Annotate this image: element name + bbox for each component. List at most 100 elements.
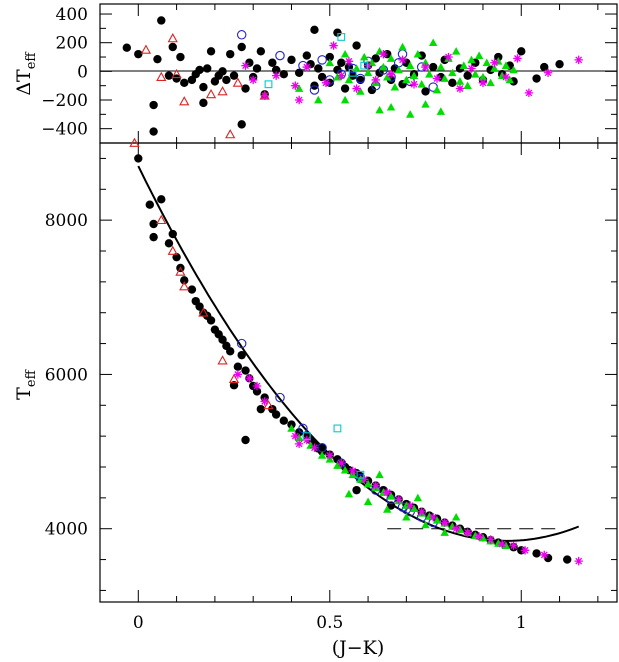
teff-open-square-point xyxy=(356,470,365,479)
residual-filled-triangle-point xyxy=(333,72,342,81)
teff-filled-triangle-point xyxy=(363,497,373,506)
residual-asterisk-point xyxy=(302,62,311,72)
residual-filled-circle-point xyxy=(241,84,250,93)
residual-y-axis-label: ΔTeff xyxy=(13,51,39,96)
teff-filled-triangle-point xyxy=(440,528,449,536)
residual-filled-circle-point xyxy=(310,25,319,34)
residual-asterisk-point xyxy=(248,75,258,85)
residual-open-square-point xyxy=(348,68,357,77)
residual-filled-triangle-point xyxy=(455,77,465,85)
residual-filled-circle-point xyxy=(122,43,132,52)
residual-filled-circle-point xyxy=(180,78,189,88)
residual-filled-circle-point xyxy=(371,54,380,63)
residual-filled-circle-point xyxy=(333,28,342,37)
residual-open-circle-point xyxy=(309,85,320,95)
teff-filled-circle-point xyxy=(206,316,216,325)
residual-filled-circle-point xyxy=(237,42,246,52)
residual-asterisk-point xyxy=(432,74,442,83)
residual-open-square-point xyxy=(264,80,273,89)
teff-open-triangle-point xyxy=(156,214,167,225)
residual-asterisk-point xyxy=(421,62,430,72)
residual-filled-triangle-point xyxy=(440,74,449,82)
teff-open-circle-point xyxy=(275,392,285,403)
residual-filled-circle-point xyxy=(199,98,208,108)
residual-filled-triangle-point xyxy=(406,110,415,118)
residual-asterisk-point xyxy=(490,58,499,67)
residual-y-tick-label: 400 xyxy=(56,5,88,25)
residual-filled-circle-point xyxy=(176,52,185,62)
residual-filled-triangle-point xyxy=(471,70,480,78)
teff-filled-triangle-point xyxy=(287,424,296,432)
teff-asterisk-point xyxy=(440,518,449,527)
residual-filled-circle-point xyxy=(168,42,177,52)
residual-filled-triangle-point xyxy=(421,100,430,108)
residual-asterisk-point xyxy=(241,61,250,70)
teff-open-triangle-point xyxy=(198,307,209,317)
residual-filled-triangle-point xyxy=(398,42,407,51)
teff-filled-circle-point xyxy=(256,404,266,414)
teff-asterisk-point xyxy=(294,439,304,449)
residual-filled-triangle-point xyxy=(451,47,461,55)
teff-filled-circle-point xyxy=(352,485,361,495)
teff-open-triangle-point xyxy=(263,399,274,410)
residual-filled-circle-point xyxy=(252,64,262,73)
residual-asterisk-point xyxy=(478,78,488,88)
teff-filled-triangle-point xyxy=(340,465,350,474)
residual-open-triangle-point xyxy=(232,77,244,87)
teff-filled-circle-point xyxy=(271,410,281,419)
teff-asterisk-point xyxy=(252,381,262,391)
residual-filled-circle-point xyxy=(256,47,266,56)
teff-filled-triangle-point xyxy=(478,533,488,542)
teff-asterisk-point xyxy=(509,541,518,550)
residual-open-circle-point xyxy=(355,73,366,84)
residual-filled-triangle-point xyxy=(360,52,369,61)
residual-asterisk-point xyxy=(379,49,388,59)
residual-filled-circle-point xyxy=(237,120,246,129)
residual-filled-circle-point xyxy=(134,49,143,59)
residual-open-triangle-point xyxy=(217,86,228,96)
residual-asterisk-point xyxy=(467,64,476,73)
residual-filled-circle-point xyxy=(333,65,342,75)
residual-filled-circle-point xyxy=(555,59,564,69)
teff-filled-circle-point xyxy=(237,350,246,360)
residual-filled-circle-point xyxy=(164,71,174,80)
teff-axis-ticks: 4000 6000 8000 0 0.5 1 xyxy=(45,143,617,633)
teff-filled-circle-point xyxy=(279,416,289,425)
teff-filled-circle-point xyxy=(164,239,174,248)
residual-filled-triangle-point xyxy=(486,78,495,87)
residual-filled-circle-point xyxy=(540,62,549,72)
teff-asterisk-point xyxy=(540,550,549,560)
x-axis-label: (J−K) xyxy=(332,637,385,659)
residual-asterisk-point xyxy=(386,70,396,79)
residual-open-square-point xyxy=(360,61,369,70)
teff-open-triangle-point xyxy=(129,137,140,147)
teff-asterisk-point xyxy=(486,535,495,544)
teff-filled-triangle-point xyxy=(413,493,423,502)
residual-filled-triangle-point xyxy=(314,95,323,104)
residual-open-triangle-point xyxy=(156,71,167,81)
residual-asterisk-point xyxy=(574,55,583,65)
residual-filled-triangle-point xyxy=(402,75,411,84)
teff-asterisk-point xyxy=(428,512,438,522)
x-tick-label: 0.5 xyxy=(316,613,343,633)
residual-filled-circle-point xyxy=(494,52,503,62)
residual-filled-triangle-point xyxy=(409,71,419,80)
teff-filled-triangle-point xyxy=(294,433,304,442)
teff-asterisk-point xyxy=(245,374,254,383)
teff-filled-circle-point xyxy=(145,200,154,209)
residual-filled-circle-point xyxy=(149,127,158,136)
residual-y-tick-label: 0 xyxy=(77,62,88,82)
residual-filled-circle-point xyxy=(317,72,327,82)
teff-asterisk-point xyxy=(406,501,415,510)
teff-filled-circle-point xyxy=(157,195,166,204)
residual-filled-triangle-point xyxy=(425,70,434,78)
teff-filled-triangle-point xyxy=(451,512,461,521)
residual-filled-circle-point xyxy=(448,78,457,88)
residual-filled-triangle-point xyxy=(294,84,304,92)
residual-y-label-sub: eff xyxy=(24,51,39,70)
residual-filled-circle-point xyxy=(222,75,231,85)
residual-filled-circle-point xyxy=(203,64,212,73)
residual-filled-circle-point xyxy=(268,58,277,67)
residual-y-tick-label: −400 xyxy=(41,120,88,140)
teff-y-tick-label: 4000 xyxy=(45,520,88,540)
